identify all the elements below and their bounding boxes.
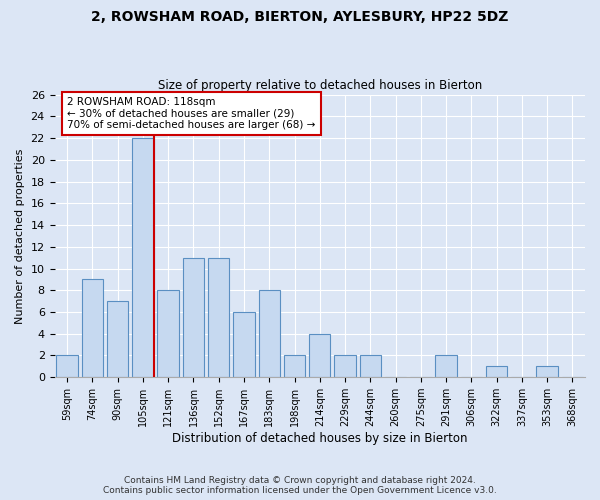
- Text: 2 ROWSHAM ROAD: 118sqm
← 30% of detached houses are smaller (29)
70% of semi-det: 2 ROWSHAM ROAD: 118sqm ← 30% of detached…: [67, 96, 316, 130]
- Bar: [157, 290, 179, 377]
- Title: Size of property relative to detached houses in Bierton: Size of property relative to detached ho…: [158, 79, 482, 92]
- Text: Contains HM Land Registry data © Crown copyright and database right 2024.
Contai: Contains HM Land Registry data © Crown c…: [103, 476, 497, 495]
- Bar: [82, 280, 103, 377]
- Bar: [536, 366, 558, 377]
- Text: 2, ROWSHAM ROAD, BIERTON, AYLESBURY, HP22 5DZ: 2, ROWSHAM ROAD, BIERTON, AYLESBURY, HP2…: [91, 10, 509, 24]
- Bar: [436, 356, 457, 377]
- Y-axis label: Number of detached properties: Number of detached properties: [15, 148, 25, 324]
- Bar: [259, 290, 280, 377]
- Bar: [132, 138, 154, 377]
- X-axis label: Distribution of detached houses by size in Bierton: Distribution of detached houses by size …: [172, 432, 467, 445]
- Bar: [107, 301, 128, 377]
- Bar: [208, 258, 229, 377]
- Bar: [334, 356, 356, 377]
- Bar: [309, 334, 331, 377]
- Bar: [233, 312, 255, 377]
- Bar: [486, 366, 508, 377]
- Bar: [359, 356, 381, 377]
- Bar: [284, 356, 305, 377]
- Bar: [183, 258, 204, 377]
- Bar: [56, 356, 78, 377]
